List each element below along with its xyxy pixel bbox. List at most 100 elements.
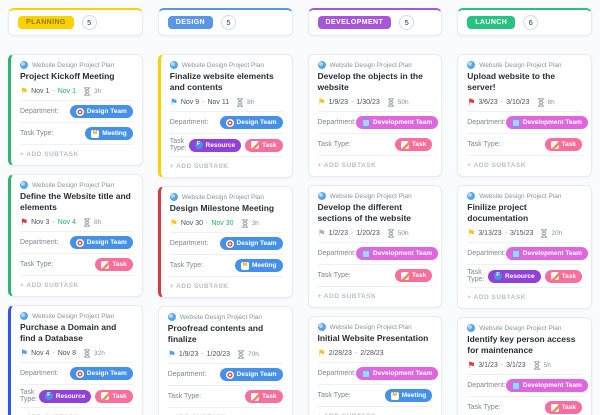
department-pill[interactable]: Design Team	[219, 116, 283, 130]
due-date[interactable]: Nov 8	[57, 350, 77, 358]
start-date[interactable]: 3/1/23	[478, 362, 498, 370]
due-date[interactable]: 1/30/23	[356, 99, 380, 107]
due-date[interactable]: 1/20/23	[206, 351, 230, 359]
start-date[interactable]: Nov 9	[180, 99, 200, 107]
priority-flag-icon[interactable]: ⚑	[169, 218, 178, 229]
due-date[interactable]: Nov 11	[207, 99, 230, 107]
priority-flag-icon[interactable]: ⚑	[467, 360, 476, 371]
department-pill[interactable]: Design Team	[69, 105, 133, 119]
time-estimate[interactable]: 50h	[397, 99, 409, 107]
task-type-pill[interactable]: Task	[544, 269, 582, 283]
priority-flag-icon[interactable]: ⚑	[20, 348, 29, 359]
start-date[interactable]: 1/9/23	[328, 99, 349, 107]
task-type-pill[interactable]: Task	[544, 401, 582, 415]
start-date[interactable]: 3/6/23	[478, 99, 498, 107]
task-title[interactable]: Initial Website Presentation	[317, 333, 429, 344]
time-estimate[interactable]: 5h	[543, 362, 551, 370]
task-title[interactable]: Develop the different sections of the we…	[317, 202, 412, 224]
task-type-pill[interactable]: F Resource	[188, 138, 242, 152]
task-type-pill[interactable]: F Resource	[38, 389, 92, 403]
department-pill[interactable]: Design Team	[69, 236, 133, 250]
priority-flag-icon[interactable]: ⚑	[317, 348, 326, 359]
time-estimate[interactable]: 70h	[248, 351, 259, 359]
task-type-pill[interactable]: M Meeting	[85, 127, 133, 141]
task-type-pill[interactable]: Task	[394, 269, 433, 283]
task-title[interactable]: Finalize website elements and contents	[169, 71, 274, 93]
due-date[interactable]: 3/15/23	[510, 230, 534, 238]
department-pill[interactable]: Development Team	[505, 247, 588, 261]
time-estimate[interactable]: 8h	[247, 99, 255, 107]
start-date[interactable]: Nov 1	[31, 88, 50, 96]
task-type-pill[interactable]: Task	[245, 390, 283, 404]
start-date[interactable]: 1/9/23	[178, 351, 199, 359]
department-pill[interactable]: Design Team	[219, 237, 283, 251]
task-title[interactable]: Develop the objects in the website	[317, 71, 423, 93]
task-card[interactable]: Website Design Project Plan Define the W…	[8, 174, 143, 298]
add-subtask-button[interactable]: + ADD SUBTASK	[167, 407, 283, 415]
add-subtask-button[interactable]: + ADD SUBTASK	[20, 275, 133, 292]
task-type-pill[interactable]: Task	[95, 258, 133, 272]
start-date[interactable]: Nov 30	[180, 220, 204, 228]
priority-flag-icon[interactable]: ⚑	[467, 228, 476, 239]
due-date[interactable]: 2/28/23	[360, 350, 384, 358]
add-subtask-button[interactable]: + ADD SUBTASK	[20, 407, 133, 415]
time-estimate[interactable]: 20h	[551, 230, 563, 238]
task-title[interactable]: Upload website to the server!	[467, 71, 556, 93]
time-estimate[interactable]: 8h	[94, 219, 102, 227]
task-card[interactable]: Website Design Project Plan Develop the …	[307, 185, 443, 309]
task-type-pill[interactable]: M Meeting	[384, 389, 433, 403]
task-card[interactable]: Website Design Project Plan Finalize web…	[157, 54, 293, 179]
column-header[interactable]: PLANNING 5	[8, 8, 143, 36]
department-pill[interactable]: Development Team	[505, 379, 588, 393]
department-pill[interactable]: Development Team	[356, 116, 439, 130]
start-date[interactable]: 3/13/23	[478, 230, 502, 238]
priority-flag-icon[interactable]: ⚑	[169, 97, 178, 108]
due-date[interactable]: Nov 4	[57, 219, 77, 227]
task-card[interactable]: Website Design Project Plan Finilize pro…	[457, 185, 592, 310]
time-estimate[interactable]: 8h	[547, 99, 555, 107]
task-card[interactable]: Website Design Project Plan Develop the …	[307, 54, 443, 178]
task-type-pill[interactable]: F Resource	[488, 269, 541, 283]
task-title[interactable]: Finilize project documentation	[467, 202, 529, 224]
add-subtask-button[interactable]: + ADD SUBTASK	[317, 406, 433, 415]
start-date[interactable]: Nov 3	[31, 219, 50, 227]
task-title[interactable]: Design Milestone Meeting	[169, 203, 275, 214]
task-type-pill[interactable]: M Meeting	[234, 259, 283, 273]
start-date[interactable]: 2/28/23	[328, 350, 352, 358]
priority-flag-icon[interactable]: ⚑	[20, 86, 29, 97]
add-subtask-button[interactable]: + ADD SUBTASK	[317, 155, 433, 172]
due-date[interactable]: 1/20/23	[356, 230, 380, 238]
task-card[interactable]: Website Design Project Plan Design Miles…	[157, 186, 293, 299]
time-estimate[interactable]: 32h	[94, 350, 105, 358]
priority-flag-icon[interactable]: ⚑	[317, 97, 326, 108]
department-pill[interactable]: Development Team	[356, 367, 439, 381]
priority-flag-icon[interactable]: ⚑	[20, 217, 29, 228]
task-card[interactable]: Website Design Project Plan Proofread co…	[157, 306, 293, 415]
task-type-pill[interactable]: Task	[245, 138, 283, 152]
priority-flag-icon[interactable]: ⚑	[467, 97, 476, 108]
task-card[interactable]: Website Design Project Plan Purchase a D…	[8, 305, 143, 415]
column-header[interactable]: LAUNCH 6	[457, 8, 592, 36]
add-subtask-button[interactable]: + ADD SUBTASK	[169, 276, 283, 293]
task-title[interactable]: Project Kickoff Meeting	[20, 71, 115, 81]
due-date[interactable]: 3/10/23	[506, 99, 530, 107]
start-date[interactable]: 1/2/23	[328, 230, 349, 238]
department-pill[interactable]: Design Team	[69, 367, 133, 381]
task-type-pill[interactable]: Task	[394, 138, 433, 152]
department-pill[interactable]: Development Team	[505, 116, 588, 130]
add-subtask-button[interactable]: + ADD SUBTASK	[169, 156, 283, 173]
due-date[interactable]: Nov 30	[211, 220, 234, 228]
start-date[interactable]: Nov 4	[31, 350, 50, 358]
task-card[interactable]: Website Design Project Plan Project Kick…	[8, 54, 143, 167]
column-header[interactable]: DESIGN 5	[157, 8, 293, 36]
task-card[interactable]: Website Design Project Plan Initial Webs…	[307, 316, 443, 415]
department-pill[interactable]: Development Team	[356, 247, 439, 261]
time-estimate[interactable]: 3h	[251, 220, 259, 228]
add-subtask-button[interactable]: + ADD SUBTASK	[467, 287, 582, 304]
column-header[interactable]: DEVELOPMENT 5	[307, 8, 443, 36]
due-date[interactable]: 3/1/23	[506, 362, 526, 370]
task-card[interactable]: Website Design Project Plan Identify key…	[457, 317, 592, 415]
task-title[interactable]: Proofread contents and finalize	[167, 323, 264, 345]
task-card[interactable]: Website Design Project Plan Upload websi…	[457, 54, 592, 178]
task-type-pill[interactable]: Task	[544, 138, 582, 152]
